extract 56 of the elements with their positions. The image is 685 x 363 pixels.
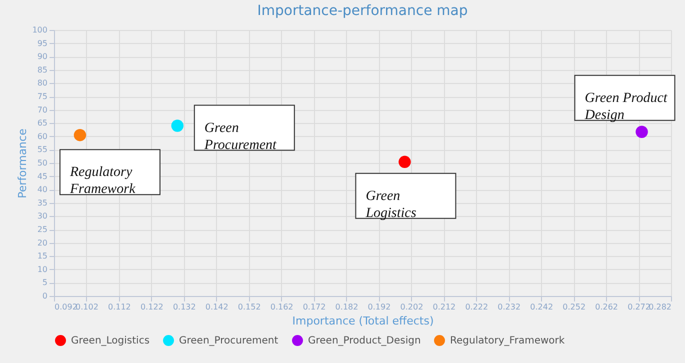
chart-title: Importance-performance map [257,3,468,19]
legend-label: Regulatory_Framework [450,336,565,347]
y-tick-label: 90 [37,52,48,62]
point [398,156,411,168]
x-tick-label: 0.242 [530,302,554,312]
legend-label: Green_Logistics [71,336,150,347]
x-tick-label: 0.172 [302,302,326,312]
annotation: Green Product Design [584,90,668,123]
y-tick-label: 15 [37,252,48,261]
x-tick-label: 0.262 [595,302,618,312]
y-tick-label: 75 [37,92,48,101]
y-tick-label: 45 [37,172,48,181]
y-tick-label: 20 [37,238,48,248]
x-tick-label: 0.202 [400,302,424,312]
x-tick-label: 0.182 [335,302,358,312]
x-tick-label: 0.132 [172,302,196,312]
y-tick-label: 35 [37,198,48,208]
y-tick-label: 65 [37,118,48,128]
x-tick-label: 0.102 [76,302,98,312]
point [171,120,184,132]
x-tick-label: 0.272 [628,302,650,312]
y-tick-label: 50 [37,158,48,168]
y-tick-label: 100 [32,26,48,34]
x-tick-label: 0.112 [108,302,131,312]
y-tick-label: 30 [37,212,48,221]
y-tick-label: 95 [37,38,48,48]
y-tick-label: 10 [37,264,48,274]
y-tick-label: 85 [37,65,48,74]
y-tick-label: 25 [37,225,48,234]
x-tick-label: 0.122 [140,302,164,312]
y-tick-label: 5 [42,278,48,288]
x-tick-label: 0.162 [270,302,294,312]
y-tick-label: 70 [37,105,48,114]
x-tick-label: 0.152 [238,302,261,312]
y-tick-label: 55 [37,145,48,154]
annotation: Green Logistics [364,188,417,221]
y-tick-label: 40 [37,185,48,194]
x-axis-title: Importance (Total effects) [292,314,434,328]
x-tick-label: 0.212 [432,302,456,312]
annotation: Regulatory Framework [68,165,136,198]
y-tick-label: 60 [37,132,48,141]
x-tick-label: 0.222 [465,302,488,312]
x-tick-label: 0.142 [205,302,228,312]
legend-label: Green_Product_Design [308,336,421,347]
x-tick-label: 0.282 [648,302,672,312]
point [636,126,648,138]
y-tick-label: 80 [37,78,48,88]
legend-label: Green_Procurement [179,336,278,347]
y-axis-title: Performance [16,128,30,198]
annotation: Green Procurement [203,120,278,153]
x-tick-label: 0.092 [54,302,78,312]
x-tick-label: 0.252 [562,302,586,312]
y-tick-label: 0 [42,292,48,300]
point [74,128,86,142]
x-tick-label: 0.192 [368,302,391,312]
x-tick-label: 0.232 [498,302,521,312]
